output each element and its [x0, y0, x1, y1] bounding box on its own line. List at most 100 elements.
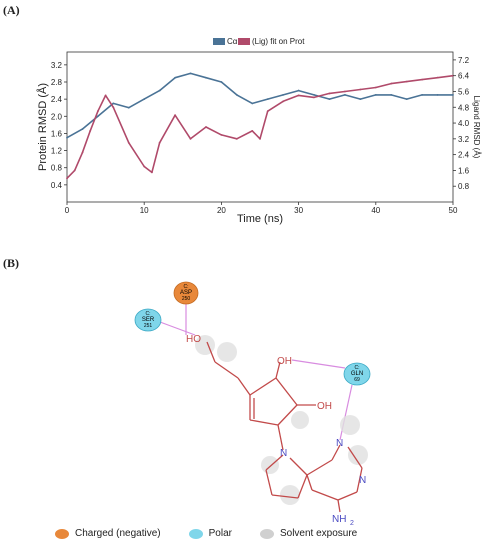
series-point-1: [344, 90, 346, 93]
series-point-1: [390, 82, 393, 85]
x-tick-label: 20: [217, 206, 226, 215]
ligand-bonds: [206, 341, 363, 513]
y-left-tick-label: 2.8: [51, 78, 63, 87]
y-right-tick-label: 4.0: [458, 119, 470, 128]
series-point-1: [81, 151, 84, 154]
series-point-0: [220, 81, 223, 83]
series-point-1: [374, 86, 377, 89]
series-point-1: [151, 171, 153, 174]
legend-label-ca: Cα: [227, 37, 238, 46]
x-ticks: 0 10 20 30 40 50: [65, 202, 458, 215]
y-left-tick-label: 1.2: [51, 147, 63, 156]
series-point-0: [158, 89, 161, 92]
solvent-halo: [291, 411, 309, 429]
series-point-1: [104, 94, 107, 97]
solvent-halo: [261, 456, 279, 474]
series-point-1: [158, 141, 161, 144]
atom-nh2-sub: 2: [350, 520, 354, 527]
series-point-0: [436, 93, 439, 96]
atom-oh-2: OH: [317, 401, 332, 412]
legend-polar: Polar: [188, 528, 232, 539]
legend-solvent-label: Solvent exposure: [279, 528, 358, 539]
series-point-0: [205, 76, 207, 79]
svg-text:251: 251: [144, 323, 153, 329]
y-right-tick-label: 2.4: [458, 151, 470, 160]
series-point-1: [421, 78, 424, 81]
x-tick-label: 50: [449, 206, 458, 215]
y-right-axis-label: Ligand RMSD (Å): [472, 96, 481, 159]
plot-frame: [66, 51, 454, 203]
series-point-1: [96, 110, 99, 113]
svg-text:SER: SER: [142, 317, 155, 323]
y-right-tick-label: 7.2: [458, 56, 470, 65]
diagram-legend: Charged (negative) Polar Solvent exposur…: [55, 528, 357, 539]
series-point-0: [359, 98, 362, 101]
svg-text:C:: C:: [355, 365, 360, 371]
y-left-tick-label: 1.6: [51, 129, 63, 138]
charged-swatch: [55, 528, 69, 539]
series-point-1: [436, 76, 439, 79]
series-point-0: [112, 102, 115, 105]
atom-ho: HO: [186, 334, 201, 345]
series-point-1: [297, 94, 300, 97]
solvent-halo: [217, 342, 237, 362]
legend-swatch-lig: [238, 38, 250, 45]
x-tick-label: 40: [371, 206, 380, 215]
svg-text:GLN: GLN: [351, 371, 363, 377]
y-right-tick-label: 5.6: [458, 87, 470, 96]
svg-text:ASP: ASP: [180, 290, 192, 296]
series-point-1: [174, 114, 176, 117]
series-point-0: [344, 93, 346, 96]
solvent-halo: [340, 415, 360, 435]
series-point-0: [235, 93, 238, 96]
y-left-tick-label: 2.0: [51, 112, 63, 121]
series-point-1: [66, 177, 68, 180]
series-point-0: [143, 98, 146, 101]
y-right-tick-label: 3.2: [458, 135, 470, 144]
x-tick-label: 10: [140, 206, 149, 215]
series-point-0: [452, 93, 454, 96]
series-line-1: [66, 74, 454, 179]
svg-text:C:: C:: [184, 284, 189, 290]
hbond-gln69-oh: [291, 359, 346, 369]
y-left-tick-label: 0.8: [51, 164, 63, 173]
series-point-1: [220, 133, 223, 136]
panel-b-label: (B): [3, 256, 19, 270]
series-point-1: [313, 96, 315, 99]
series-point-1: [127, 141, 130, 144]
residue-asp250: C: ASP 250: [173, 281, 199, 305]
series-point-0: [189, 72, 192, 75]
y-left-axis-label: Protein RMSD (Å): [36, 83, 49, 171]
x-tick-label: 0: [65, 206, 70, 215]
atom-oh-1: OH: [277, 356, 292, 367]
series-layer: [66, 72, 454, 180]
y-right-tick-label: 4.8: [458, 103, 470, 112]
series-point-1: [405, 80, 408, 83]
series-point-0: [313, 93, 315, 96]
polar-swatch: [188, 528, 203, 539]
series-point-0: [266, 98, 269, 101]
series-point-1: [112, 106, 115, 109]
x-axis-label: Time (ns): [237, 213, 283, 225]
panel-a-label: (A): [3, 3, 20, 17]
x-tick-label: 30: [294, 206, 303, 215]
y-left-tick-label: 3.2: [51, 61, 63, 70]
series-point-0: [251, 102, 254, 105]
series-point-0: [405, 98, 408, 101]
legend-swatch-ca: [213, 38, 225, 45]
atom-n-3: N: [359, 475, 366, 486]
atom-n-2: N: [336, 438, 343, 449]
series-point-1: [328, 92, 331, 95]
series-point-1: [359, 88, 362, 91]
series-point-0: [127, 106, 130, 109]
rmsd-chart: 0 10 20 30 40 50 0.4 0.8 1.2 1.6 2.0 2.4 2.8 3.2 0.8…: [36, 37, 481, 225]
legend-charged-label: Charged (negative): [75, 528, 161, 539]
y-right-tick-label: 1.6: [458, 166, 470, 175]
atom-n-1: N: [280, 448, 287, 459]
series-point-1: [266, 110, 269, 113]
legend-label-lig: (Lig) fit on Prot: [252, 37, 305, 46]
y-left-ticks: 0.4 0.8 1.2 1.6 2.0 2.4 2.8 3.2: [51, 61, 67, 190]
residue-gln69: C: GLN 69: [343, 362, 371, 386]
svg-text:69: 69: [354, 377, 360, 383]
